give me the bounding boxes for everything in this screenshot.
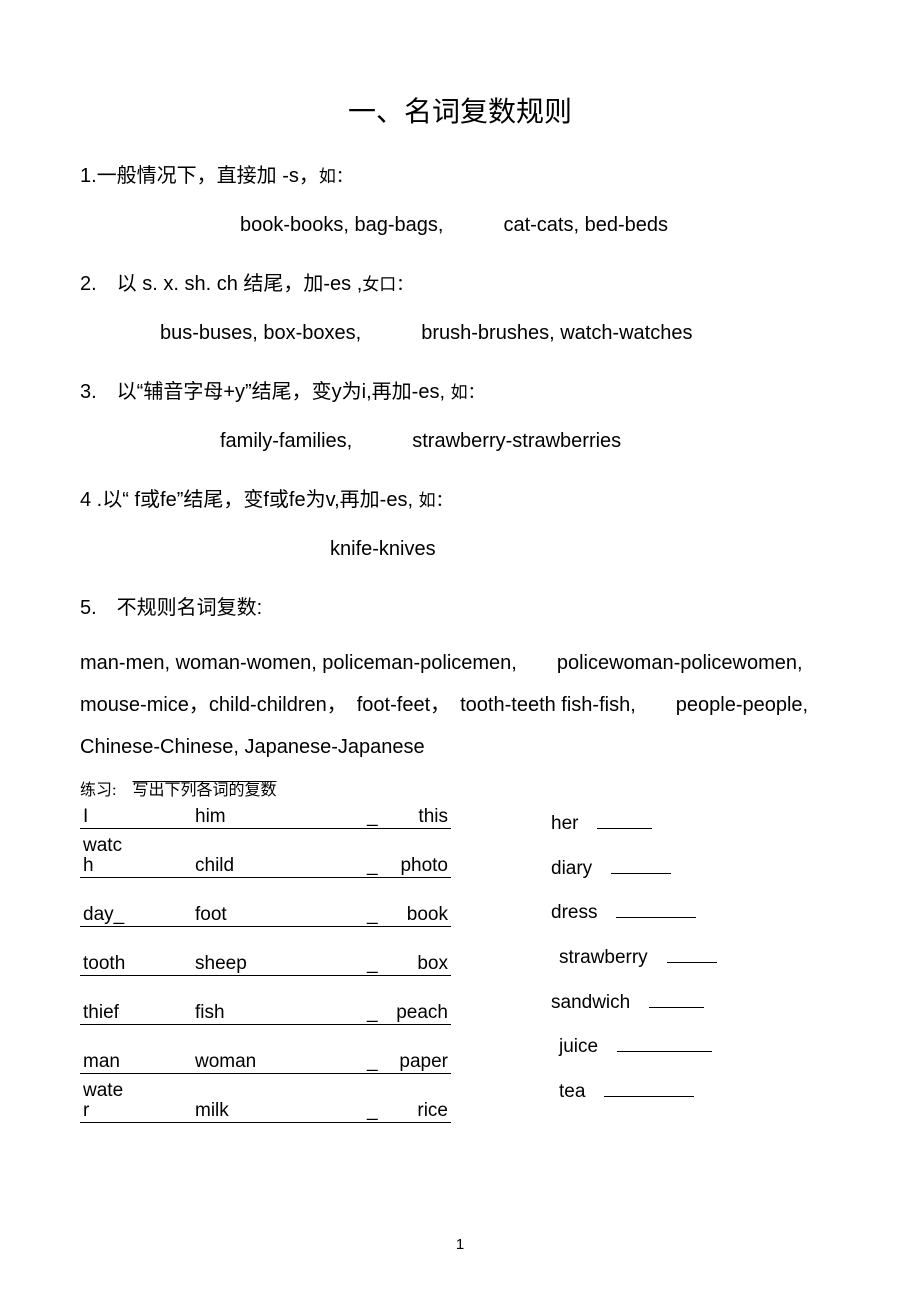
table-row: toothsheep_box	[80, 927, 451, 976]
table-row: wate rmilk_rice	[80, 1074, 451, 1123]
document-page: 一、名词复数规则 1.一般情况下，直接加 -s，如： book-books, ba…	[0, 0, 920, 1303]
list-item: sandwich	[551, 981, 717, 1026]
rule-item: 5. 不规则名词复数:	[80, 592, 840, 624]
practice-prefix: 练习:	[80, 782, 132, 799]
table-row: watc hchild_photo	[80, 829, 451, 878]
list-item: strawberry	[551, 936, 717, 981]
rule-examples: family-families,strawberry-strawberries	[80, 426, 840, 456]
rule-examples: bus-buses, box-boxes,brush-brushes, watc…	[80, 318, 840, 348]
table-row: Ihim_this	[80, 802, 451, 829]
practice-section: Ihim_thiswatc hchild_photoday_foot_bookt…	[80, 802, 840, 1123]
practice-table-left: Ihim_thiswatc hchild_photoday_foot_bookt…	[80, 802, 451, 1123]
page-number: 1	[0, 1236, 920, 1253]
rule-item: 4 .以“ f或fe”结尾，变f或fe为v,再加-es, 如：	[80, 484, 840, 516]
practice-label: 练习: 写出下列各词的复数	[80, 774, 840, 800]
rule-examples: knife-knives	[80, 534, 840, 564]
rule-examples: book-books, bag-bags,cat-cats, bed-beds	[80, 210, 840, 240]
rule-item: 1.一般情况下，直接加 -s，如：	[80, 160, 840, 192]
list-item: her	[551, 802, 717, 847]
practice-list-right: her diary dress strawberry sandwich juic…	[551, 802, 717, 1123]
irregular-nouns: man-men, woman-women, policeman-policeme…	[80, 642, 840, 768]
rules-section: 1.一般情况下，直接加 -s，如： book-books, bag-bags,ca…	[80, 160, 840, 624]
table-row: thieffish_peach	[80, 976, 451, 1025]
rule-item: 3. 以“辅音字母+y”结尾，变y为i,再加-es, 如：	[80, 376, 840, 408]
list-item: tea	[551, 1070, 717, 1115]
list-item: diary	[551, 847, 717, 892]
list-item: dress	[551, 891, 717, 936]
page-title: 一、名词复数规则	[80, 90, 840, 130]
list-item: juice	[551, 1025, 717, 1070]
practice-instruction: 写出下列各词的复数	[132, 774, 276, 800]
table-row: manwoman_paper	[80, 1025, 451, 1074]
table-row: day_foot_book	[80, 878, 451, 927]
rule-item: 2. 以 s. x. sh. ch 结尾，加-es ,女口：	[80, 268, 840, 300]
